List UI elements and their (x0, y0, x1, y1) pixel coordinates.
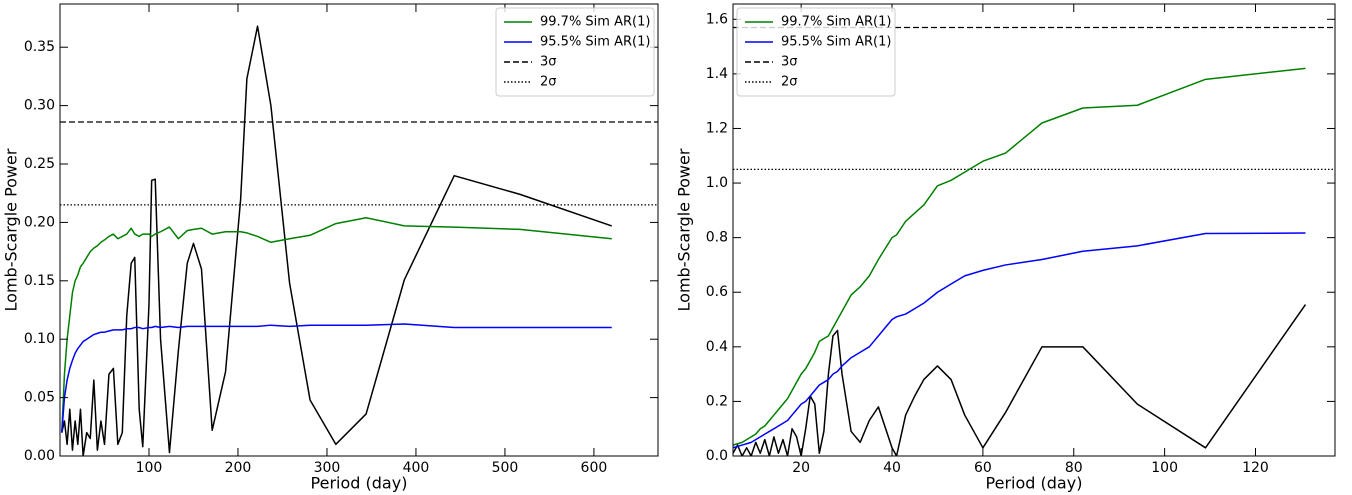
legend-label: 99.7% Sim AR(1) (540, 15, 650, 30)
series-line (733, 232, 1306, 449)
legend-box (495, 7, 655, 97)
y-axis-label: Lomb-Scargle Power (675, 148, 694, 311)
x-tick-label: 200 (225, 460, 252, 476)
y-tick-label: 0.2 (706, 393, 728, 409)
x-tick-label: 500 (492, 460, 519, 476)
y-tick-label: 0.30 (24, 98, 55, 114)
plot-lines (61, 25, 612, 456)
x-axis-label: Period (day) (986, 474, 1083, 493)
y-tick-label: 0.00 (24, 448, 55, 464)
legend-label: 3σ (540, 55, 557, 70)
x-tick-label: 300 (314, 460, 341, 476)
plot-lines (733, 67, 1307, 456)
legend-box (736, 7, 896, 97)
y-tick-label: 0.8 (706, 230, 728, 246)
y-tick-label: 1.6 (706, 11, 728, 27)
x-tick-label: 100 (1151, 460, 1178, 476)
y-tick-label: 0.10 (24, 331, 55, 347)
y-tick-label: 0.25 (24, 156, 55, 172)
legend-label: 2σ (540, 75, 557, 90)
y-tick-label: 1.0 (706, 175, 728, 191)
legend-label: 95.5% Sim AR(1) (781, 35, 891, 50)
y-tick-label: 0.4 (706, 339, 728, 355)
y-tick-label: 0.05 (24, 390, 55, 406)
series-line (733, 304, 1307, 456)
x-tick-label: 100 (136, 460, 163, 476)
legend: 99.7% Sim AR(1) 95.5% Sim AR(1) 3σ 2σ (495, 7, 655, 97)
y-axis-label: Lomb-Scargle Power (2, 148, 21, 311)
x-tick-label: 40 (883, 460, 901, 476)
panel: 20 40 60 80 100 120 0.0 0.2 0.4 0.6 0.8 1.0 1.2 1.4 1.… (675, 3, 1336, 493)
x-tick-label: 600 (581, 460, 608, 476)
x-axis-label: Period (day) (311, 474, 408, 493)
series-line (61, 323, 612, 433)
y-tick-label: 0.20 (24, 214, 55, 230)
x-tick-label: 20 (792, 460, 810, 476)
series-line (733, 67, 1306, 446)
legend-label: 99.7% Sim AR(1) (781, 15, 891, 30)
legend-label: 3σ (781, 55, 798, 70)
y-tick-label: 1.2 (706, 120, 728, 136)
axes-frame (732, 3, 1336, 457)
x-tick-label: 120 (1242, 460, 1269, 476)
x-tick-label: 80 (1065, 460, 1083, 476)
legend-label: 95.5% Sim AR(1) (540, 35, 650, 50)
x-tick-label: 400 (403, 460, 430, 476)
y-tick-label: 1.4 (706, 66, 728, 82)
legend-label: 2σ (781, 75, 798, 90)
series-line (61, 25, 612, 456)
y-tick-label: 0.0 (706, 448, 728, 464)
series-line (61, 216, 612, 433)
panel: 100 200 300 400 500 600 0.00 0.05 0.10 0.15 0.20 0.… (2, 3, 659, 493)
legend: 99.7% Sim AR(1) 95.5% Sim AR(1) 3σ 2σ (736, 7, 896, 97)
y-tick-label: 0.6 (706, 284, 728, 300)
y-tick-label: 0.15 (24, 273, 55, 289)
y-tick-label: 0.35 (24, 39, 55, 55)
axes-frame (59, 3, 659, 457)
x-tick-label: 60 (974, 460, 992, 476)
